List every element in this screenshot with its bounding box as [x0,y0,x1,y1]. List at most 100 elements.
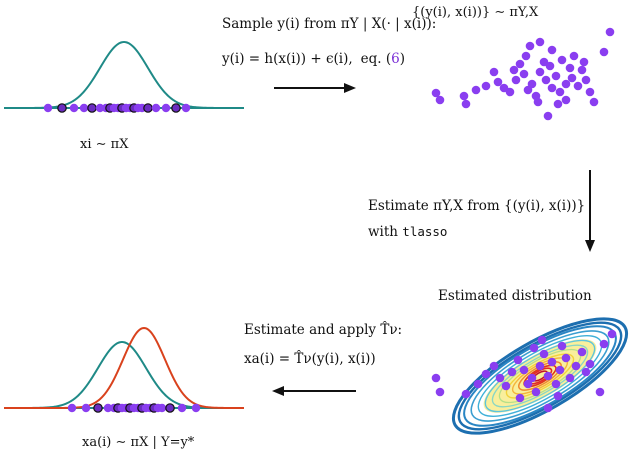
prior-sample-dot [95,103,105,113]
joint-sample-dot [521,51,531,61]
contour-ring [457,321,623,431]
estimated-sample-dot [495,373,505,383]
joint-sample-dot [565,63,575,73]
estimated-sample-dot [607,329,617,339]
posterior-density-curve [4,326,244,409]
joint-sample-dot [535,37,545,47]
estimated-sample-dot [515,393,525,403]
joint-sample-dot [481,81,491,91]
contour-ring [451,317,629,435]
arrow-down-icon [585,170,595,252]
posterior-sample-dot [93,403,103,413]
joint-sample-dot [461,99,471,109]
joint-sample-dot [573,81,583,91]
estimated-sample-dot [565,373,575,383]
sample-step-line1: Sample y(i) from πY | X(· | x(i)): [222,16,436,32]
estimated-sample-dot [555,365,565,375]
joint-sample-dot [505,87,515,97]
estimated-sample-dot [543,403,553,413]
joint-sample-dot [605,27,615,37]
joint-sample-dot [561,79,571,89]
estimated-sample-dot [531,387,541,397]
prior-sample-dot [43,103,53,113]
arrow-left-icon [272,386,356,396]
apply-step-line1: Estimate and apply T̂ν: [244,322,402,338]
estimated-sample-dot [435,387,445,397]
estimated-sample-dot [551,379,561,389]
joint-sample-dot [553,99,563,109]
estimate-step-with: with [368,224,402,240]
estimated-sample-dot [527,373,537,383]
joint-sample-dot [589,97,599,107]
prior-sample-dot [143,103,153,113]
joint-sample-dot [545,61,555,71]
contour-ring [491,344,589,408]
estimated-sample-dot [547,357,557,367]
joint-sample-dot [431,88,441,98]
prior-sample-dot [57,103,67,113]
estimated-sample-dot [539,349,549,359]
joint-sample-dot [515,59,525,69]
sample-step-equation: y(i) = h(x(i)) + ϵ(i), [221,51,353,67]
estimated-sample-dot [537,335,547,345]
estimated-sample-dot [507,367,517,377]
estimated-sample-dot [461,389,471,399]
estimated-sample-dot [571,361,581,371]
joint-samples-label: {(y(i), x(i))} ∼ πY,X [412,5,539,20]
contour-ring [470,330,610,422]
joint-sample-dot [547,45,557,55]
joint-sample-dot [535,67,545,77]
estimated-sample-dot [481,369,491,379]
joint-sample-dot [547,83,557,93]
contour-ring [477,335,603,417]
joint-sample-dot [525,41,535,51]
prior-sample-dot [181,103,191,113]
tlasso-code: tlasso [402,224,447,239]
joint-sample-dot [567,73,577,83]
joint-sample-dot [551,71,561,81]
posterior-sample-dot [67,403,77,413]
prior-sample-dot [87,103,97,113]
prior-panel [4,40,244,113]
joint-samples-scatter [431,27,615,121]
estimated-sample-dot [581,367,591,377]
prior-sample-dot [69,103,79,113]
sample-step-eq-ref-close: ) [400,51,405,67]
joint-sample-dot [599,47,609,57]
prior-samples [43,103,191,113]
equation-link[interactable]: 6 [391,51,400,67]
estimated-sample-dot [577,347,587,357]
prior-label: xi ∼ πX [80,137,129,152]
posterior-samples [67,403,201,413]
joint-sample-dot [435,95,445,105]
estimated-density-contours [451,317,629,435]
contour-ring [518,361,562,391]
estimated-sample-dot [553,391,563,401]
joint-sample-dot [543,111,553,121]
prior-sample-dot [161,103,171,113]
joint-sample-dot [459,91,469,101]
estimated-sample-dot [489,361,499,371]
contour-ring [505,353,575,399]
joint-sample-dot [489,67,499,77]
joint-sample-dot [533,97,543,107]
arrow-right-icon [274,83,356,93]
joint-sample-dot [555,87,565,97]
estimated-sample-dot [561,353,571,363]
estimated-sample-dot [585,359,595,369]
joint-sample-dot [527,79,537,89]
estimated-sample-dot [513,355,523,365]
joint-sample-dot [519,69,529,79]
joint-sample-dot [493,77,503,87]
posterior-sample-dot [157,403,167,413]
joint-sample-dot [541,75,551,85]
prior-density-curve [4,40,244,109]
posterior-sample-dot [103,403,113,413]
joint-sample-dot [579,57,589,67]
prior-density-curve-overlay [4,340,244,409]
posterior-panel [4,326,244,413]
estimated-sample-dot [431,373,441,383]
joint-sample-dot [581,75,591,85]
posterior-sample-dot [165,403,175,413]
estimated-samples-scatter [431,329,617,413]
